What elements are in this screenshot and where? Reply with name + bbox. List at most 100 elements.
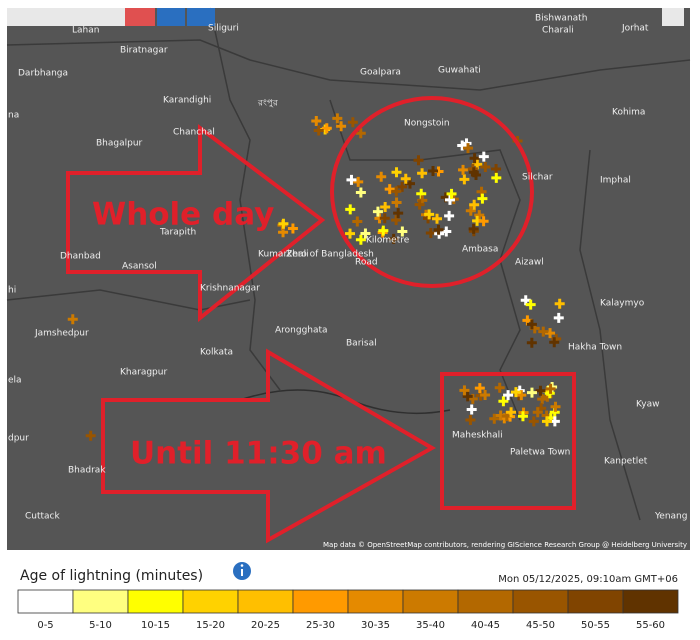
lightning-marker [397,226,408,237]
lightning-marker [391,167,402,178]
legend-swatch [457,589,514,614]
lightning-layer [67,113,565,441]
lightning-marker [474,210,485,221]
lightning-marker [462,391,473,402]
arrow [101,348,437,544]
lightning-marker [458,164,469,175]
place-label: Kolkata [200,348,233,358]
tool-button[interactable] [157,8,185,26]
place-label: na [8,111,19,121]
lightning-marker [384,184,395,195]
lightning-marker [321,123,332,134]
legend-swatch [567,589,624,614]
lightning-marker [400,173,411,184]
info-icon-glyph [240,564,244,567]
lightning-marker [391,197,402,208]
legend-swatch [17,589,74,614]
place-label: Darbhanga [18,69,68,79]
place-label: Jorhat [621,24,649,34]
lightning-marker [355,234,366,245]
lightning-marker [494,382,505,393]
lightning-marker [379,213,390,224]
lightning-marker [391,186,402,197]
lightning-marker [352,216,363,227]
legend-swatch [402,589,459,614]
legend-label: 15-20 [196,620,225,631]
lightning-marker [469,153,480,164]
legend-swatch [127,589,184,614]
place-label: Krishnanagar [200,284,260,294]
tool-button[interactable] [187,8,215,26]
lightning-marker [465,414,476,425]
place-label: Chanchal [173,128,215,138]
lightning-marker [469,199,480,210]
place-label: Cuttack [25,512,61,522]
legend-label: 50-55 [581,620,610,631]
place-label: Maheskhali [452,431,503,441]
place-label: Kilometre [366,236,410,246]
lightning-marker [444,194,455,205]
lightning-marker [538,326,549,337]
lightning-marker [466,404,477,415]
legend-label: 0-5 [37,620,53,631]
place-label: Goalpara [360,68,401,78]
place-label: Zero of Bangladesh [286,250,374,260]
lightning-marker [376,171,387,182]
place-label: Dhanbad [60,252,101,262]
lightning-marker [480,161,491,172]
place-label: Aizawl [515,258,544,268]
lightning-marker [510,387,521,398]
place-label: Asansol [122,262,157,272]
lightning-marker [372,206,383,217]
lightning-marker [474,383,485,394]
lightning-marker [545,383,556,394]
legend-swatch [292,589,349,614]
lightning-marker [537,394,548,405]
lightning-marker [345,204,356,215]
legend-label: 20-25 [251,620,280,631]
lightning-marker [468,223,479,234]
annotation-shapes [66,96,576,544]
place-label: ela [8,376,22,386]
lightning-marker [465,205,476,216]
lightning-marker [417,168,428,179]
lightning-marker [336,121,347,132]
lightning-marker [391,215,402,226]
lightning-marker [553,312,564,323]
lightning-marker [516,390,527,401]
lightning-marker [355,128,366,139]
lightning-marker [506,407,517,418]
lightning-marker [498,396,509,407]
legend-swatch [237,589,294,614]
place-label: Jamshedpur [34,329,89,339]
place-label: Karandighi [163,96,211,106]
lightning-marker [393,208,404,219]
lightning-marker [478,216,489,227]
place-label: Guwahati [438,66,481,76]
annotation: Whole day [92,197,274,233]
lightning-marker [535,385,546,396]
place-label: Road [355,258,378,268]
place-label: Hakha Town [568,343,622,353]
lightning-marker [491,172,502,183]
lightning-marker [463,143,474,154]
place-label: dpur [8,434,29,444]
legend-label: 10-15 [141,620,170,631]
legend-swatch [512,589,569,614]
lightning-marker [480,390,491,401]
tool-button[interactable] [125,8,155,26]
tool-button[interactable] [662,8,684,26]
legend-title: Age of lightning (minutes) [20,568,203,584]
legend-timestamp: Mon 05/12/2025, 09:10am GMT+06 [498,574,678,585]
lightning-marker [360,228,371,239]
legend-swatch [347,589,404,614]
info-icon-glyph [241,569,243,576]
legend-swatch [182,589,239,614]
place-label: Lahan [72,26,99,36]
lightning-marker [388,233,399,244]
lightning-marker [468,167,479,178]
place-label: Kanpetlet [604,457,648,467]
lightning-marker [380,201,391,212]
lightning-marker [332,113,343,124]
place-label: Bhagalpur [96,139,143,149]
